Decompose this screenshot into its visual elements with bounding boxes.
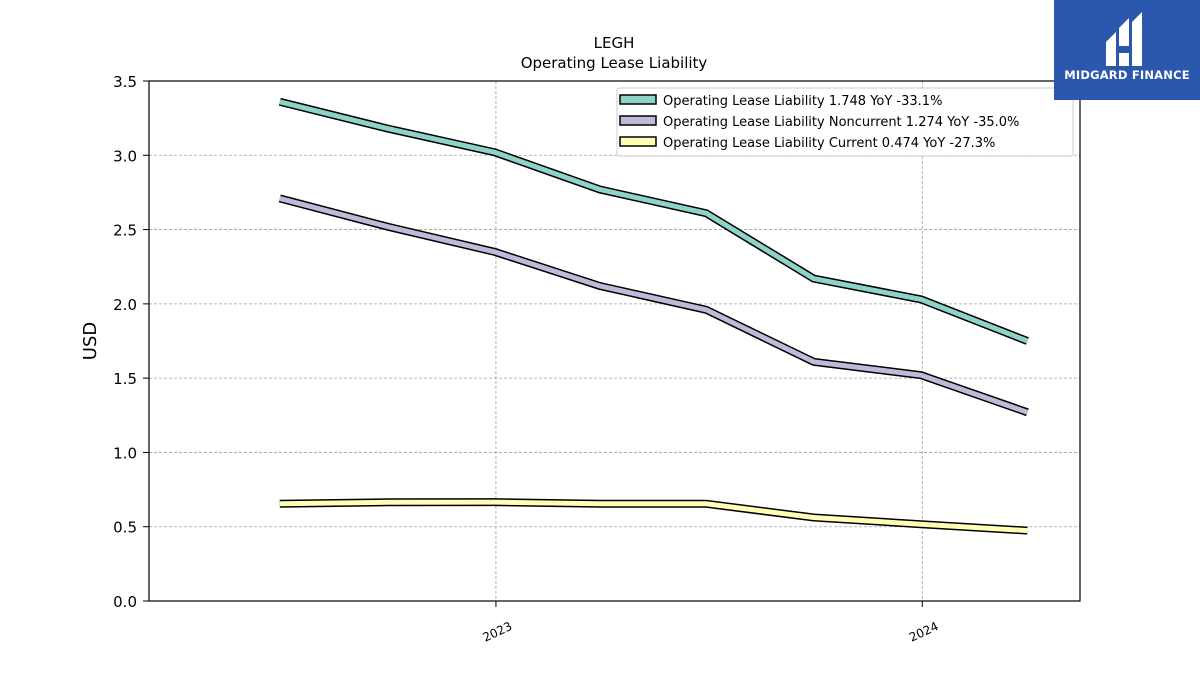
y-tick-label: 2.0 [113, 296, 137, 314]
y-tick-label: 2.5 [113, 222, 137, 240]
x-tick-label: 2024 [907, 619, 941, 645]
y-tick-label: 1.5 [113, 370, 137, 388]
series-line [279, 195, 1029, 415]
legend-swatch [619, 136, 657, 147]
y-axis-label: USD [80, 322, 101, 360]
chart-title: LEGH [594, 34, 635, 52]
legend-box [616, 87, 1074, 157]
legend: Operating Lease Liability 1.748 YoY -33.… [616, 87, 1074, 157]
chart-subtitle: Operating Lease Liability [521, 54, 708, 72]
series-line [279, 499, 1028, 534]
legend-label: Operating Lease Liability 1.748 YoY -33.… [663, 94, 942, 109]
x-axis: 2023 2024 [481, 601, 941, 645]
series-lines [278, 97, 1029, 535]
y-tick-label: 3.5 [113, 73, 137, 91]
legend-swatch [619, 115, 657, 126]
y-tick-label: 0.5 [113, 519, 137, 537]
logo-mark-icon [1106, 12, 1142, 66]
y-tick-label: 0.0 [113, 593, 137, 611]
brand-name: MIDGARD FINANCE [1064, 68, 1190, 82]
series-line-outline [278, 194, 1029, 417]
grid-lines [149, 81, 1080, 601]
y-tick-label: 1.0 [113, 444, 137, 462]
legend-swatch [619, 94, 657, 105]
x-tick-label: 2023 [481, 619, 515, 645]
brand-logo: MIDGARD FINANCE [1054, 0, 1200, 100]
plot-frame [148, 80, 1081, 602]
y-axis: 0.0 0.5 1.0 1.5 2.0 2.5 3.0 3.5 [113, 73, 149, 611]
y-tick-label: 3.0 [113, 147, 137, 165]
legend-label: Operating Lease Liability Current 0.474 … [663, 136, 995, 151]
series-line [279, 99, 1029, 344]
legend-label: Operating Lease Liability Noncurrent 1.2… [663, 115, 1019, 130]
